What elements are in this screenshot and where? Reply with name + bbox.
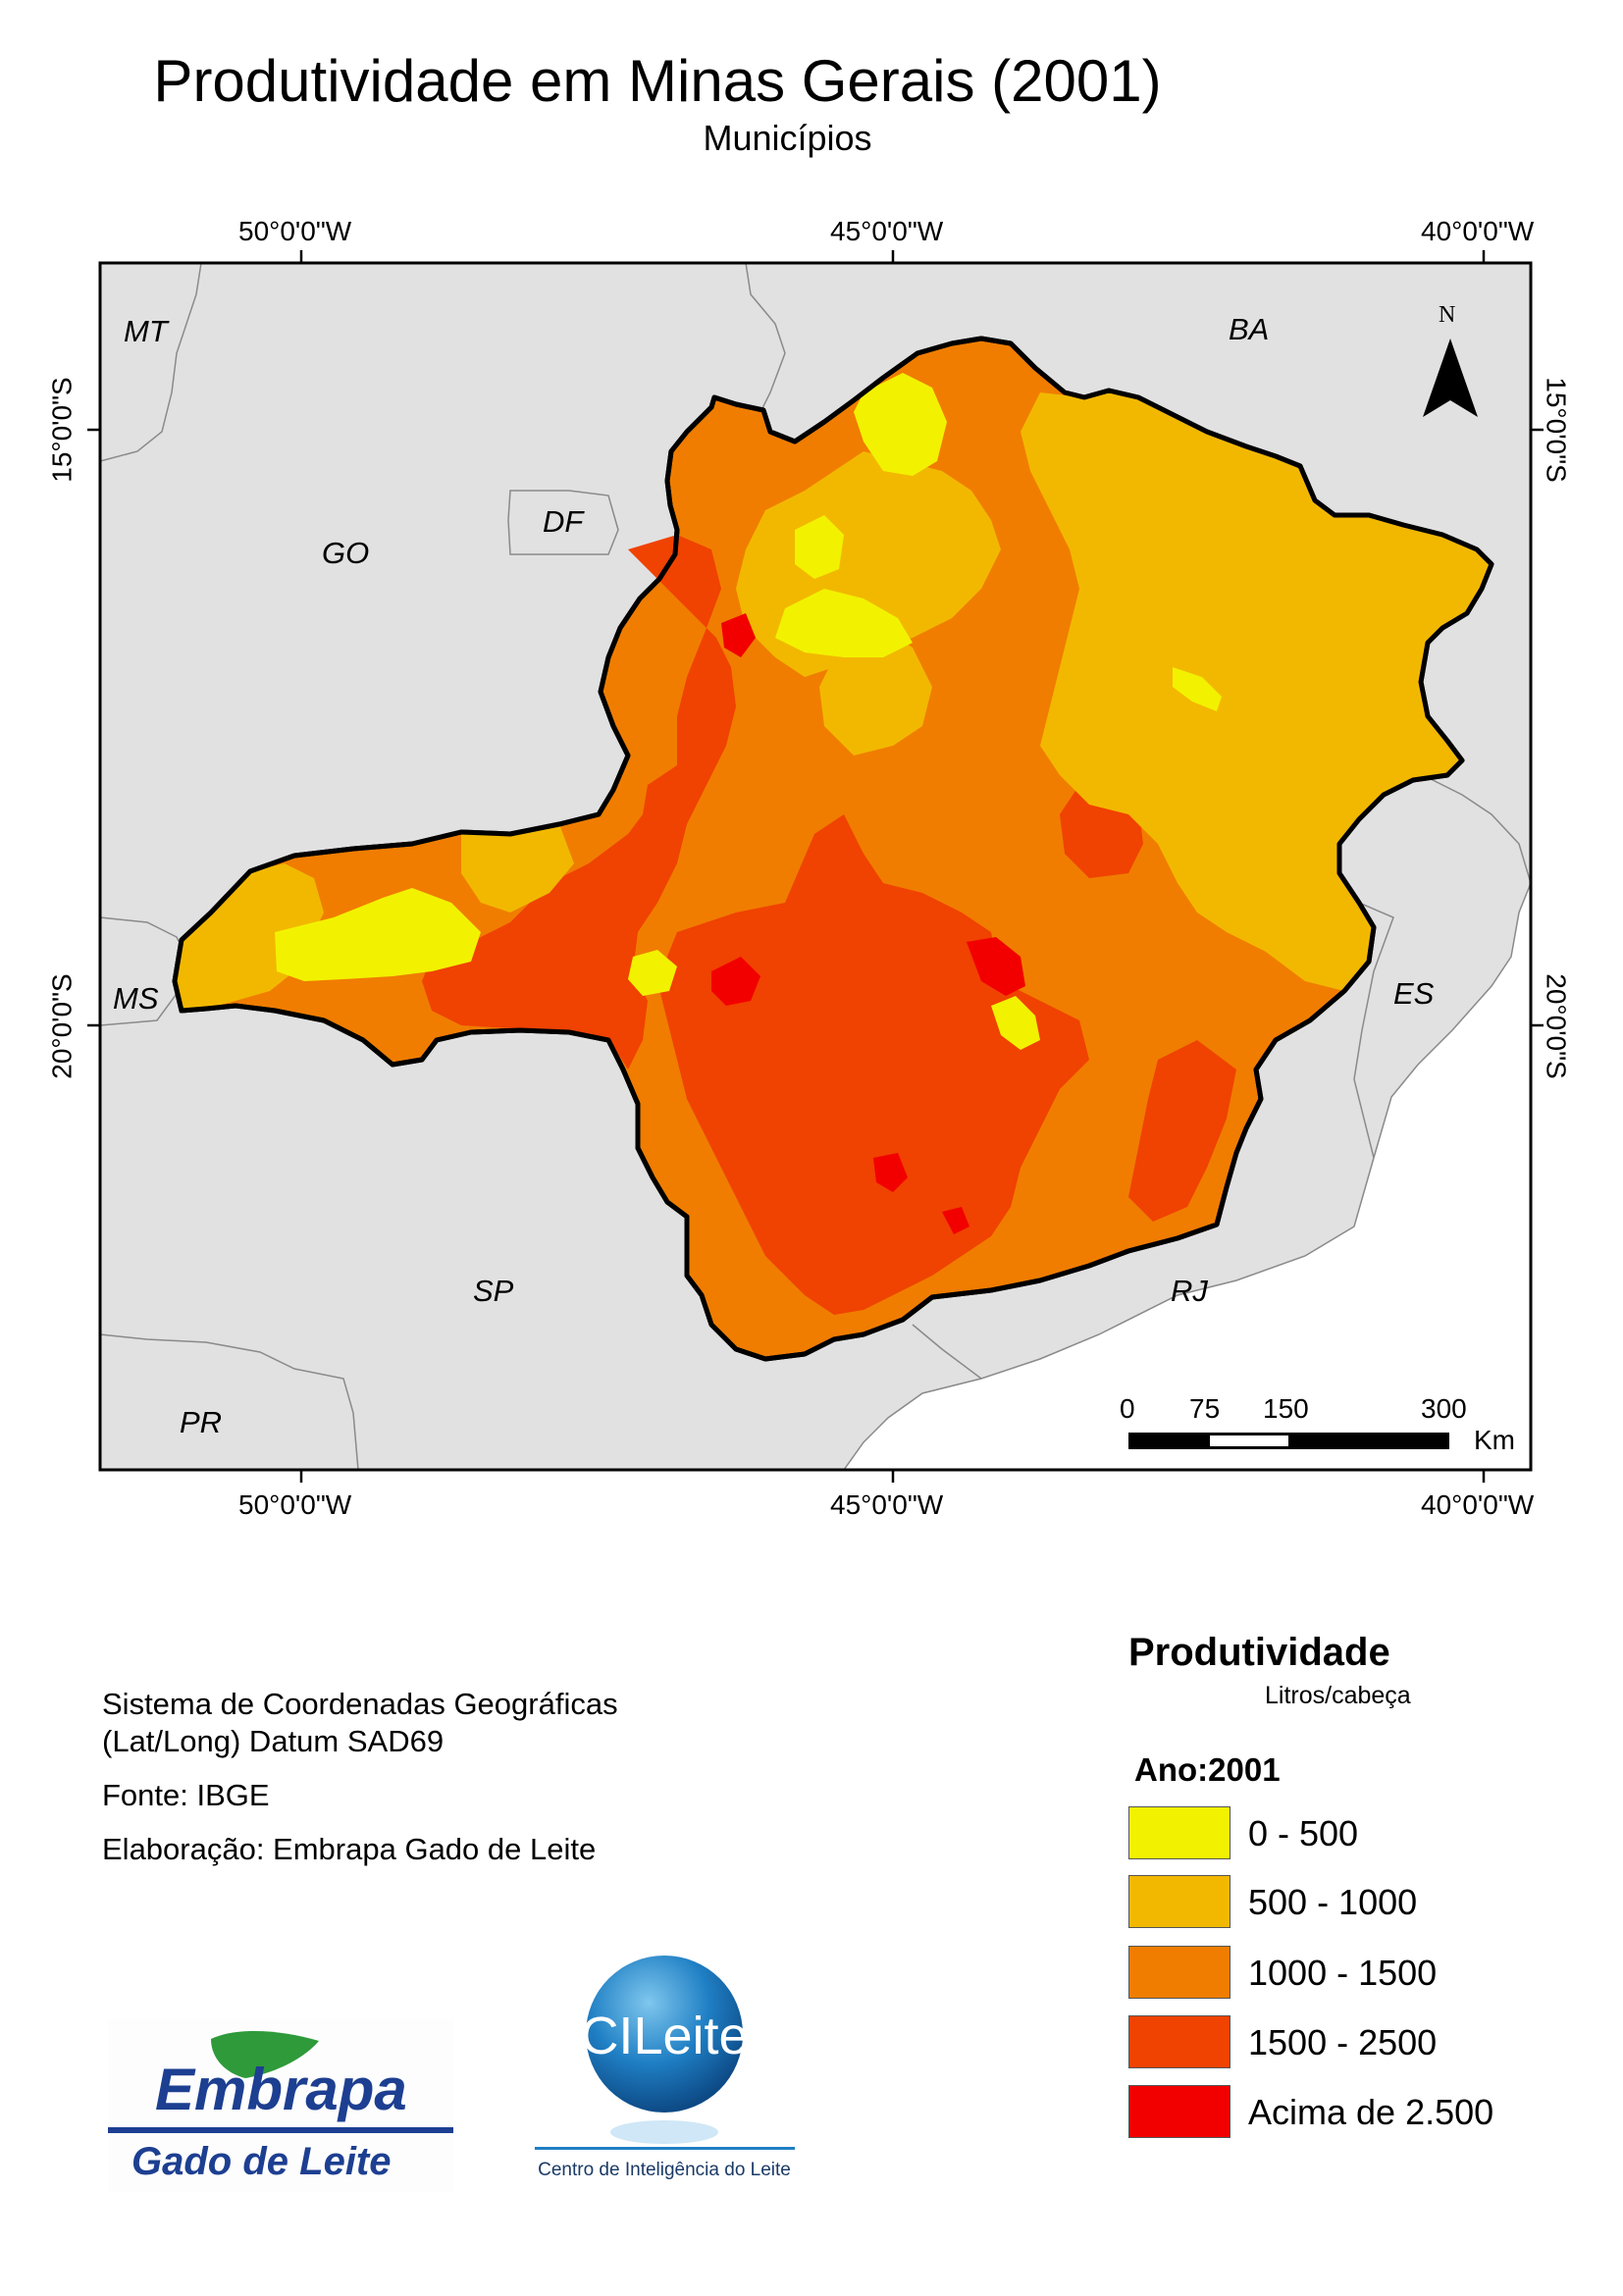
minas-gerais-state — [172, 336, 1494, 1362]
lon-label-bottom-50: 50°0'0"W — [238, 1489, 352, 1520]
scale-tick-150: 150 — [1263, 1393, 1309, 1424]
region-south-1500-2500 — [1128, 1040, 1236, 1222]
lat-label-left-20: 20°0'0"S — [46, 973, 78, 1079]
region-south2-above-2500 — [942, 1207, 969, 1234]
lon-label-bottom-45: 45°0'0"W — [830, 1489, 944, 1520]
map-frame — [98, 261, 1533, 1472]
legend-unit: Litros/cabeça — [1265, 1682, 1411, 1709]
scale-bar — [1128, 1433, 1449, 1449]
scale-tick-0: 0 — [1120, 1393, 1135, 1424]
lon-label-bottom-40: 40°0'0"W — [1421, 1489, 1535, 1520]
legend-label: 0 - 500 — [1248, 1813, 1359, 1853]
region-south-above-2500 — [873, 1153, 908, 1192]
region-westcentral-500-1000 — [461, 824, 574, 913]
legend-swatch — [1128, 1806, 1230, 1859]
state-label-df: DF — [543, 504, 584, 539]
legend-swatch — [1128, 1875, 1230, 1928]
cileite-name: CILeite — [580, 2007, 748, 2065]
embrapa-name: Embrapa — [155, 2057, 407, 2122]
state-label-ms: MS — [113, 981, 159, 1016]
map-title: Produtividade em Minas Gerais (2001) — [153, 48, 1162, 114]
region-center-500-1000 — [819, 628, 932, 756]
lat-label-right-15: 15°0'0"S — [1541, 377, 1572, 483]
region-east-0-500 — [1173, 667, 1222, 711]
state-label-mt: MT — [124, 314, 168, 348]
state-borders — [100, 263, 1531, 1470]
lon-label-top-50: 50°0'0"W — [238, 216, 352, 246]
north-label: N — [1439, 302, 1456, 328]
state-label-es: ES — [1393, 976, 1435, 1011]
map-subtitle: Municípios — [703, 118, 872, 158]
scale-unit: Km — [1474, 1425, 1515, 1455]
region-north-above-2500 — [721, 613, 756, 657]
state-label-sp: SP — [473, 1274, 514, 1308]
ocean — [843, 882, 1531, 1470]
legend-title: Produtividade — [1128, 1631, 1390, 1674]
region-west-above-2500 — [711, 957, 760, 1006]
state-label-rj: RJ — [1171, 1274, 1208, 1308]
state-label-go: GO — [322, 536, 370, 570]
legend-label: Acima de 2.500 — [1248, 2092, 1494, 2132]
scale-tick-75: 75 — [1189, 1393, 1221, 1424]
region-west-0-500 — [275, 888, 481, 981]
north-arrow-icon-right — [1450, 339, 1478, 417]
region-north3-0-500 — [795, 515, 844, 579]
map-author: Elaboração: Embrapa Gado de Leite — [102, 1832, 597, 1866]
legend-swatch — [1128, 2015, 1230, 2068]
region-center-0-500 — [628, 950, 677, 996]
lat-label-right-20: 20°0'0"S — [1541, 973, 1572, 1079]
coord-system-line2: (Lat/Long) Datum SAD69 — [102, 1724, 445, 1758]
region-southeast-0-500 — [991, 996, 1040, 1050]
region-center-above-2500 — [967, 937, 1025, 996]
legend-swatch — [1128, 1946, 1230, 1999]
map-figure — [87, 250, 1544, 1483]
region-north2-0-500 — [775, 589, 913, 657]
lon-label-top-40: 40°0'0"W — [1421, 216, 1535, 246]
coord-system-line1: Sistema de Coordenadas Geográficas — [102, 1687, 618, 1721]
legend-label: 1000 - 1500 — [1248, 1953, 1438, 1993]
legend-label: 1500 - 2500 — [1248, 2022, 1438, 2062]
scale-tick-300: 300 — [1421, 1393, 1467, 1424]
state-label-ba: BA — [1229, 312, 1270, 346]
legend-year: Ano:2001 — [1134, 1751, 1281, 1788]
legend-label: 500 - 1000 — [1248, 1882, 1418, 1922]
region-north-0-500 — [854, 373, 947, 476]
lon-label-top-45: 45°0'0"W — [830, 216, 944, 246]
data-source: Fonte: IBGE — [102, 1778, 270, 1812]
state-label-pr: PR — [180, 1405, 223, 1439]
graticule-ticks — [87, 250, 1544, 1483]
embrapa-sub: Gado de Leite — [131, 2140, 392, 2183]
cileite-sub: Centro de Inteligência do Leite — [538, 2160, 791, 2180]
mg-outline — [172, 336, 1494, 1362]
lat-label-left-15: 15°0'0"S — [46, 377, 78, 483]
north-arrow-icon — [1423, 339, 1450, 417]
region-west-1500-2500 — [422, 535, 736, 1070]
embrapa-logo: Embrapa Gado de Leite — [108, 2019, 453, 2192]
legend-swatch — [1128, 2085, 1230, 2138]
cileite-logo: CILeite Centro de Inteligência do Leite — [535, 1956, 795, 2180]
region-northeast-500-1000 — [1021, 391, 1492, 991]
